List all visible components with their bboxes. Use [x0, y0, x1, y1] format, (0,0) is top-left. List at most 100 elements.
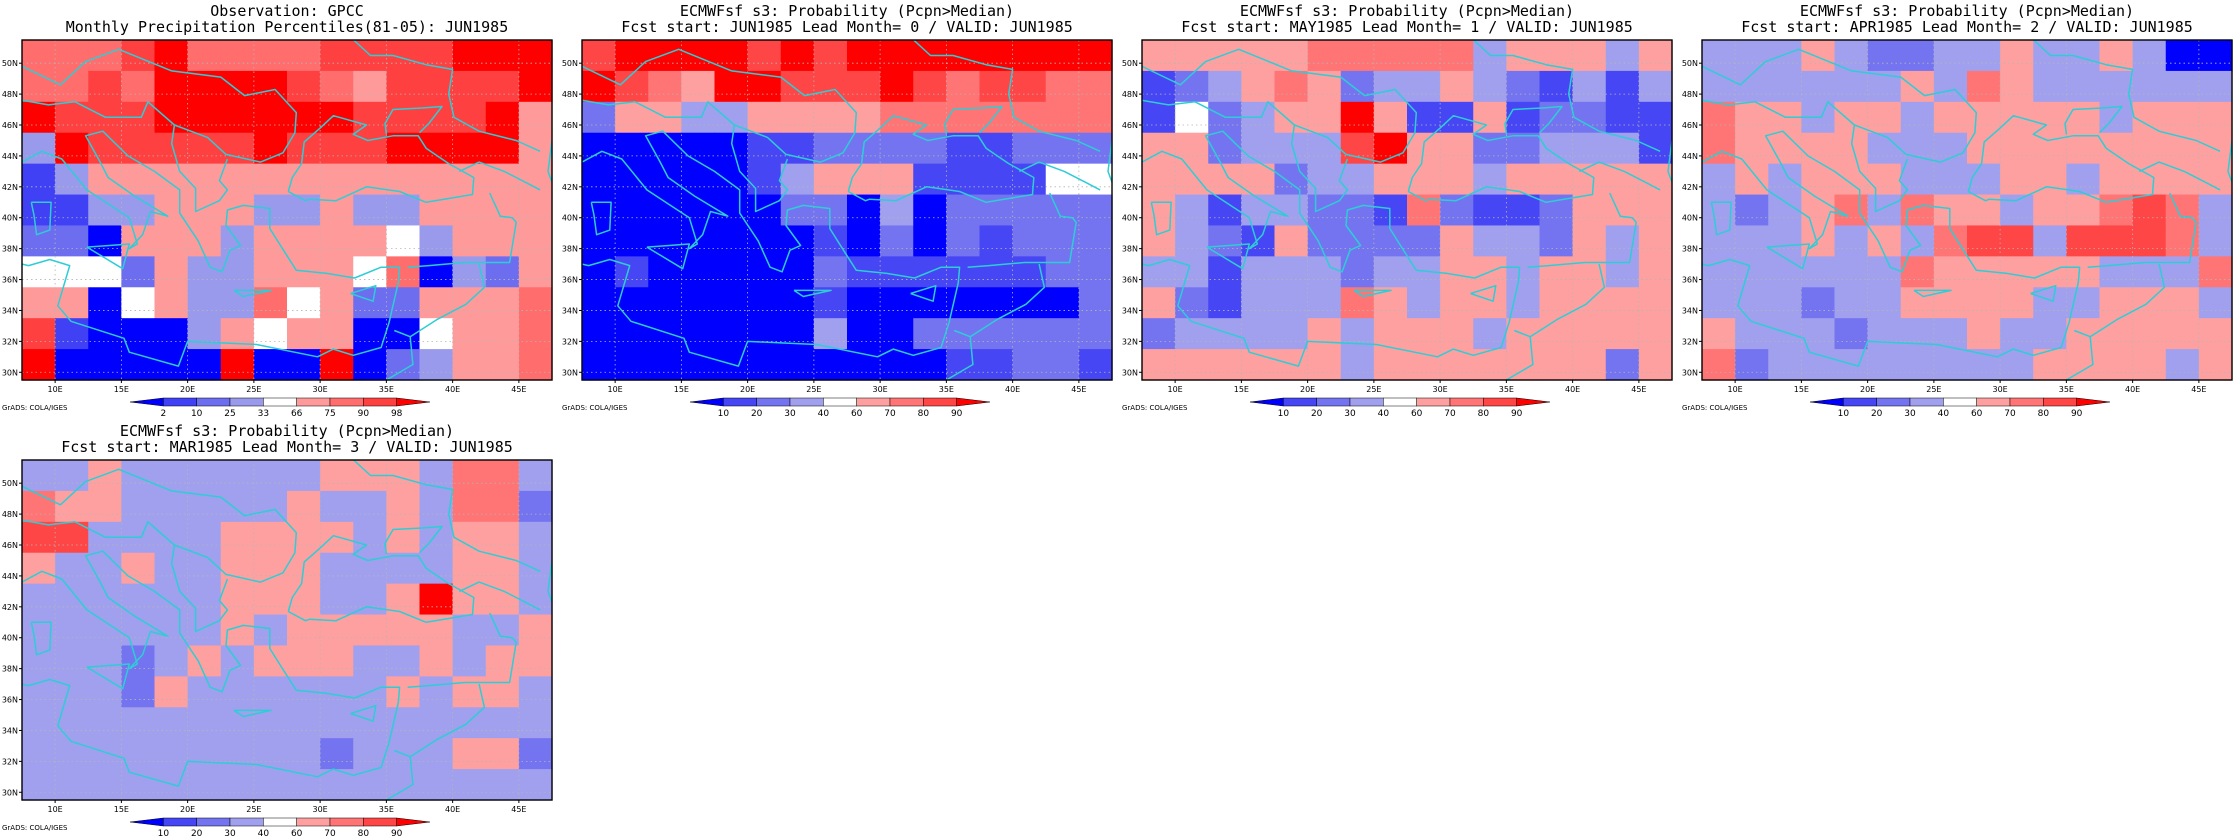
x-tick-label: 20E [1300, 385, 1315, 394]
colorbar-segment [956, 397, 991, 407]
heatmap-cell [253, 676, 288, 708]
panel-observation-gpcc: Observation: GPCC Monthly Precipitation P… [0, 0, 560, 420]
heatmap-svg: ECMWFsf s3: Probability (Pcpn>Median)Fcs… [1682, 2, 2233, 419]
heatmap-cell [419, 349, 454, 381]
heatmap-cell [386, 645, 421, 677]
heatmap-cell [1735, 256, 1769, 288]
heatmap-cell [1900, 40, 1935, 72]
heatmap-cell [220, 583, 255, 616]
heatmap-cell [386, 490, 421, 523]
heatmap-cell [22, 256, 56, 288]
heatmap-cell [979, 349, 1014, 381]
coastline [910, 284, 937, 302]
heatmap-cell [386, 225, 421, 257]
heatmap-cell [1506, 70, 1541, 103]
heatmap-cell [287, 101, 321, 134]
heatmap-cell [2033, 70, 2067, 103]
coastline [458, 161, 541, 191]
gridlines [1142, 40, 1672, 380]
heatmap-cell [780, 70, 815, 103]
coastline [287, 114, 475, 204]
heatmap-cell [913, 225, 947, 257]
colorbar-label: 80 [918, 409, 930, 419]
heatmap-cell [1605, 318, 1640, 350]
heatmap-cell [55, 225, 89, 257]
heatmap-cell [88, 70, 122, 103]
x-tick-label: 10E [48, 805, 63, 814]
heatmap-cell [1440, 225, 1474, 257]
heatmap-cell [1801, 194, 1836, 227]
heatmap-cell [1735, 163, 1769, 196]
heatmap-cell [1801, 70, 1836, 103]
heatmap-cell [1045, 70, 1080, 103]
x-tick-label: 30E [873, 385, 888, 394]
heatmap-cell [813, 349, 848, 381]
y-tick-label: 30N [1122, 368, 1138, 377]
heatmap-cell [320, 490, 354, 523]
heatmap-cell [55, 490, 89, 523]
grads-credit: GrADS: COLA/IGES [1122, 404, 1188, 412]
colorbar-segment [263, 817, 297, 827]
heatmap-cell [485, 287, 520, 319]
heatmap-cell [419, 769, 454, 801]
heatmap-cell [2198, 163, 2233, 196]
heatmap-cell [1867, 132, 1902, 165]
gridlines [582, 40, 1112, 380]
heatmap-cell [353, 707, 387, 739]
heatmap-cell [1241, 132, 1276, 165]
heatmap-cell [55, 583, 89, 616]
heatmap-cell [485, 256, 520, 288]
colorbar-label: 10 [1838, 409, 1850, 419]
coastline [944, 105, 1003, 135]
heatmap-cell [714, 163, 749, 196]
heatmap-cell [88, 40, 122, 72]
coastline [1527, 192, 1637, 268]
heatmap-cell [1407, 40, 1441, 72]
heatmap-cell [747, 318, 782, 350]
heatmap-cell [154, 132, 189, 165]
heatmap-cell [1834, 163, 1869, 196]
heatmap-cell [220, 101, 255, 134]
heatmap-cell [287, 287, 321, 319]
heatmap-cell [386, 194, 421, 227]
heatmap-cell [1638, 225, 1673, 257]
coastline [386, 756, 414, 800]
heatmap-cell [1078, 70, 1113, 103]
heatmap-cell [979, 256, 1014, 288]
coastlines [22, 40, 552, 380]
coastlines [582, 40, 1112, 380]
heatmap-cell [154, 707, 189, 739]
heatmap-cell [2132, 349, 2167, 381]
heatmap-cell [187, 287, 222, 319]
heatmap-cell [187, 349, 222, 381]
heatmap-cell [1605, 256, 1640, 288]
heatmap-cell [1572, 318, 1607, 350]
y-tick-label: 34N [562, 306, 578, 315]
heatmap-cell [1834, 256, 1869, 288]
heatmap-cell [1012, 318, 1047, 350]
y-tick-label: 50N [562, 59, 578, 68]
heatmap-cell [946, 287, 981, 319]
coastline [912, 40, 1101, 152]
gridlines [1702, 40, 2232, 380]
heatmap-cell [154, 460, 189, 492]
x-tick-label: 25E [1366, 385, 1381, 394]
coastline [22, 550, 401, 787]
colorbar-segment [229, 397, 264, 407]
plot-frame [581, 39, 1113, 381]
heatmap-cell [1768, 287, 1802, 319]
heatmap-cell [714, 194, 749, 227]
heatmap-cell [2198, 225, 2233, 257]
heatmap-cell [2000, 132, 2034, 165]
heatmap-cell [22, 707, 56, 739]
grads-credit: GrADS: COLA/IGES [562, 404, 628, 412]
heatmap-cell [747, 194, 782, 227]
heatmap-cell [2165, 256, 2200, 288]
heatmap-cell [518, 521, 553, 554]
heatmap-cell [1967, 40, 2001, 72]
gridlines [22, 460, 552, 800]
heatmap-cells [1142, 40, 1673, 381]
colorbar-label: 90 [1511, 409, 1523, 419]
heatmap-cell [913, 287, 947, 319]
heatmap-cell [1012, 132, 1047, 165]
